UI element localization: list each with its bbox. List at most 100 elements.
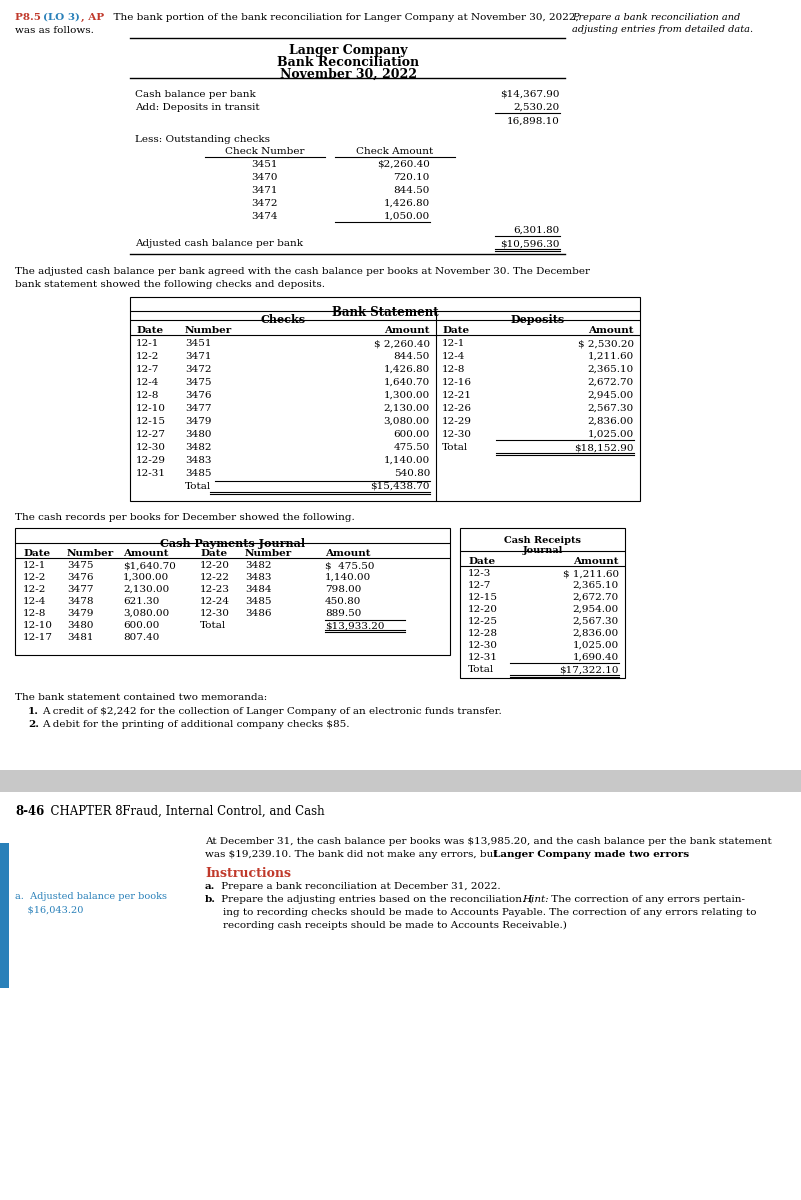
Text: 450.80: 450.80 [325,596,361,606]
Text: 1,050.00: 1,050.00 [384,212,430,221]
Text: $17,322.10: $17,322.10 [560,665,619,674]
Text: 600.00: 600.00 [123,622,159,630]
Text: 12-26: 12-26 [442,404,472,413]
Text: 798.00: 798.00 [325,584,361,594]
Text: $10,596.30: $10,596.30 [501,239,560,248]
Text: 540.80: 540.80 [393,469,430,478]
Text: .: . [658,850,662,859]
Text: 12-4: 12-4 [136,378,159,386]
Text: 2,954.00: 2,954.00 [573,605,619,614]
Text: 8-46: 8-46 [15,805,44,818]
Text: $ 2,260.40: $ 2,260.40 [374,338,430,348]
Text: 3472: 3472 [185,365,211,374]
Text: Date: Date [23,550,50,558]
Text: $15,438.70: $15,438.70 [371,482,430,491]
Text: Add: Deposits in transit: Add: Deposits in transit [135,103,260,112]
Text: A debit for the printing of additional company checks $85.: A debit for the printing of additional c… [42,720,349,728]
Text: 2,365.10: 2,365.10 [573,581,619,590]
Text: 12-31: 12-31 [136,469,166,478]
Text: Amount: Amount [325,550,371,558]
Text: 3482: 3482 [245,560,272,570]
Text: 3478: 3478 [67,596,94,606]
Text: 12-4: 12-4 [23,596,46,606]
Text: 12-23: 12-23 [200,584,230,594]
Text: 6,301.80: 6,301.80 [513,226,560,235]
Text: Prepare the adjusting entries based on the reconciliation. (: Prepare the adjusting entries based on t… [218,895,533,904]
Text: 1,426.80: 1,426.80 [384,199,430,208]
Text: 12-10: 12-10 [23,622,53,630]
Text: Langer Company made two errors: Langer Company made two errors [493,850,689,859]
Text: Fraud, Internal Control, and Cash: Fraud, Internal Control, and Cash [111,805,324,818]
Text: $14,367.90: $14,367.90 [501,90,560,98]
Text: 12-16: 12-16 [442,378,472,386]
Text: $13,933.20: $13,933.20 [325,622,384,630]
Text: 12-31: 12-31 [468,653,498,662]
Text: Deposits: Deposits [511,314,566,325]
Text: , AP: , AP [81,13,104,22]
Text: 3470: 3470 [252,173,278,182]
Text: Prepare a bank reconciliation at December 31, 2022.: Prepare a bank reconciliation at Decembe… [218,882,501,890]
Text: CHAPTER 8: CHAPTER 8 [43,805,123,818]
Text: 2,672.70: 2,672.70 [573,593,619,602]
Text: 3484: 3484 [245,584,272,594]
Text: 12-28: 12-28 [468,629,498,638]
Text: 3474: 3474 [252,212,278,221]
Text: 12-21: 12-21 [442,391,472,400]
Text: Check Amount: Check Amount [356,146,433,156]
Text: 475.50: 475.50 [393,443,430,452]
Text: 12-15: 12-15 [468,593,498,602]
Text: Check Number: Check Number [225,146,304,156]
Text: 3485: 3485 [245,596,272,606]
Text: 16,898.10: 16,898.10 [507,116,560,126]
Text: Date: Date [136,326,163,335]
Text: 1,300.00: 1,300.00 [123,572,169,582]
Text: 12-17: 12-17 [23,634,53,642]
Text: 2,365.10: 2,365.10 [588,365,634,374]
Text: 3479: 3479 [67,608,94,618]
Text: 12-7: 12-7 [468,581,491,590]
Text: 3475: 3475 [185,378,211,386]
Text: adjusting entries from detailed data.: adjusting entries from detailed data. [572,25,753,34]
Text: Amount: Amount [589,326,634,335]
Text: 1.: 1. [28,707,39,716]
Text: 600.00: 600.00 [393,430,430,439]
Text: 1,025.00: 1,025.00 [573,641,619,650]
Text: 12-8: 12-8 [23,608,46,618]
Text: 3483: 3483 [185,456,211,464]
Text: Date: Date [468,557,495,566]
Text: $  475.50: $ 475.50 [325,560,375,570]
Text: Cash Payments Journal: Cash Payments Journal [160,538,305,550]
Text: $ 1,211.60: $ 1,211.60 [563,569,619,578]
Text: 844.50: 844.50 [393,352,430,361]
Text: 12-20: 12-20 [468,605,498,614]
Text: Total: Total [200,622,226,630]
Text: 3486: 3486 [245,608,272,618]
Text: 3475: 3475 [67,560,94,570]
Text: 3483: 3483 [245,572,272,582]
Text: 2,130.00: 2,130.00 [123,584,169,594]
Text: 3,080.00: 3,080.00 [123,608,169,618]
Text: 3481: 3481 [67,634,94,642]
Text: bank statement showed the following checks and deposits.: bank statement showed the following chec… [15,280,325,289]
Text: 1,140.00: 1,140.00 [384,456,430,464]
Text: (LO 3): (LO 3) [43,13,80,22]
Text: A credit of $2,242 for the collection of Langer Company of an electronic funds t: A credit of $2,242 for the collection of… [42,707,501,716]
Text: $2,260.40: $2,260.40 [377,160,430,169]
Text: At December 31, the cash balance per books was $13,985.20, and the cash balance : At December 31, the cash balance per boo… [205,838,771,846]
Text: Cash Receipts: Cash Receipts [504,536,581,545]
Text: 3476: 3476 [185,391,211,400]
Text: $ 2,530.20: $ 2,530.20 [578,338,634,348]
Text: Checks: Checks [260,314,305,325]
Text: 3485: 3485 [185,469,211,478]
Text: Total: Total [185,482,211,491]
Text: 12-4: 12-4 [442,352,465,361]
Text: The correction of any errors pertain-: The correction of any errors pertain- [548,895,745,904]
Text: 12-2: 12-2 [23,584,46,594]
Text: 1,211.60: 1,211.60 [588,352,634,361]
Text: 621.30: 621.30 [123,596,159,606]
Text: a.  Adjusted balance per books: a. Adjusted balance per books [15,892,167,901]
Text: 844.50: 844.50 [393,186,430,194]
Text: 2,672.70: 2,672.70 [588,378,634,386]
Text: 1,025.00: 1,025.00 [588,430,634,439]
Bar [0,770,801,792]
